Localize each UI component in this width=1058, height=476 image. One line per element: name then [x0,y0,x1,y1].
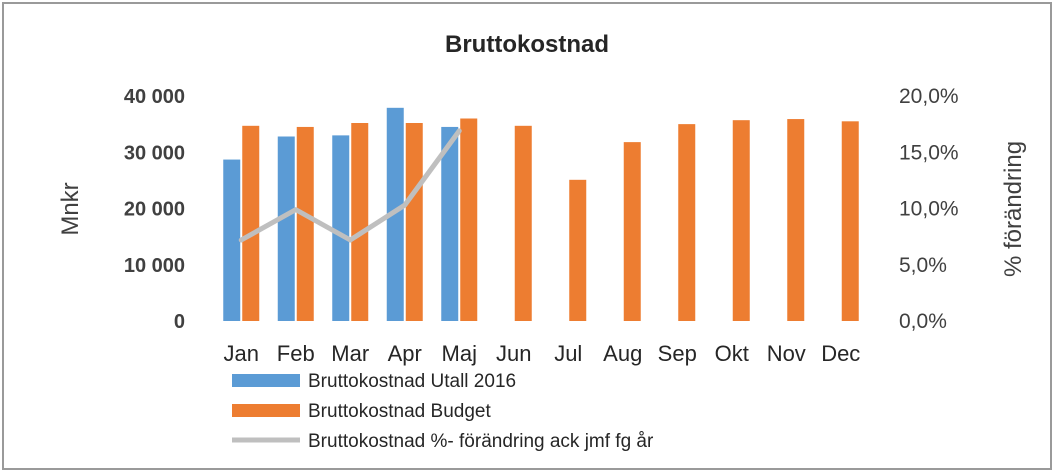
bar-utfall-maj [441,126,459,321]
y-tick-label: 20 000 [124,199,185,221]
x-tick-label: Dec [821,341,860,366]
y-tick-label: 30 000 [124,142,185,164]
bar-budget-apr [405,123,423,321]
bar-budget-feb [296,126,314,321]
bar-budget-maj [460,118,478,321]
bar-budget-dec [841,121,859,321]
x-tick-label: Jan [224,341,259,366]
y2-tick-label: 5,0% [899,254,947,277]
chart-title: Bruttokostnad [445,31,609,58]
bar-utfall-apr [386,107,404,321]
bar-budget-nov [787,119,805,321]
y2-tick-label: 0,0% [899,310,947,333]
legend-label: Bruttokostnad %- förändring ack jmf fg å… [308,431,654,452]
x-tick-label: Apr [388,341,422,366]
bar-budget-jan [242,125,260,321]
bar-budget-mar [351,123,369,321]
y2-tick-label: 10,0% [899,198,959,221]
bar-utfall-jan [223,159,241,321]
y-tick-label: 40 000 [124,86,185,108]
legend-label: Bruttokostnad Budget [308,401,491,422]
x-tick-label: Sep [658,341,697,366]
x-tick-label: Jun [496,341,531,366]
x-tick-label: Maj [442,341,477,366]
y-axis-label: Mnkr [57,182,84,235]
y2-tick-label: 15,0% [899,141,959,164]
legend-swatch [232,404,300,417]
y2-axis-label: % förändring [1000,141,1027,277]
bar-budget-sep [678,124,696,321]
line-pct-change [238,128,462,243]
bar-budget-jun [514,125,532,321]
bar-utfall-mar [332,135,350,321]
y2-tick-label: 20,0% [899,85,959,108]
x-tick-label: Nov [767,341,806,366]
y-tick-label: 0 [174,311,185,333]
x-tick-label: Okt [715,341,749,366]
legend-swatch [232,374,300,387]
x-tick-label: Feb [277,341,315,366]
bar-utfall-feb [277,136,295,321]
x-tick-label: Mar [331,341,369,366]
bar-budget-okt [732,120,750,321]
y-tick-label: 10 000 [124,255,185,277]
legend-label: Bruttokostnad Utall 2016 [308,371,516,392]
bar-budget-jul [569,179,587,321]
x-tick-label: Aug [603,341,642,366]
bar-budget-aug [623,142,641,321]
x-tick-label: Jul [554,341,582,366]
